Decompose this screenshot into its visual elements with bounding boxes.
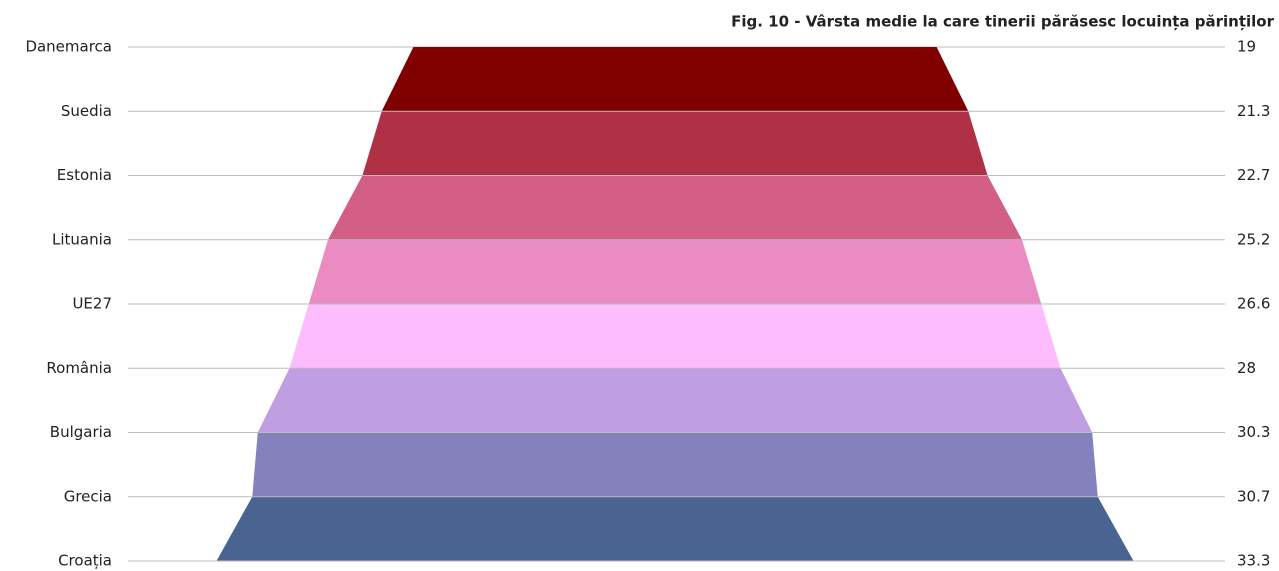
value-label: 22.7 [1237,166,1270,184]
category-label: Suedia [61,102,112,120]
funnel-segment [257,368,1093,433]
category-label: România [46,359,112,377]
chart-title: Fig. 10 - Vârsta medie la care tinerii p… [731,13,1274,31]
category-label: Estonia [57,166,112,184]
category-label: UE27 [72,295,112,313]
value-label: 26.6 [1237,295,1270,313]
value-label: 28 [1237,359,1256,377]
funnel-segment [216,496,1134,561]
funnel-segment [252,432,1098,497]
value-label: 30.3 [1237,423,1270,441]
funnel-segment [327,175,1023,240]
category-label: Bulgaria [50,423,112,441]
funnel-segment [308,239,1042,304]
value-label: 21.3 [1237,102,1270,120]
category-label: Croația [58,552,112,570]
funnel-segment [289,304,1061,369]
category-label: Lituania [52,230,112,248]
category-label: Grecia [64,487,112,505]
value-label: 33.3 [1237,552,1270,570]
value-label: 30.7 [1237,487,1270,505]
funnel-segment [381,47,969,112]
value-label: 25.2 [1237,230,1270,248]
funnel-segment [362,111,988,176]
value-label: 19 [1237,38,1256,56]
category-label: Danemarca [25,38,112,56]
